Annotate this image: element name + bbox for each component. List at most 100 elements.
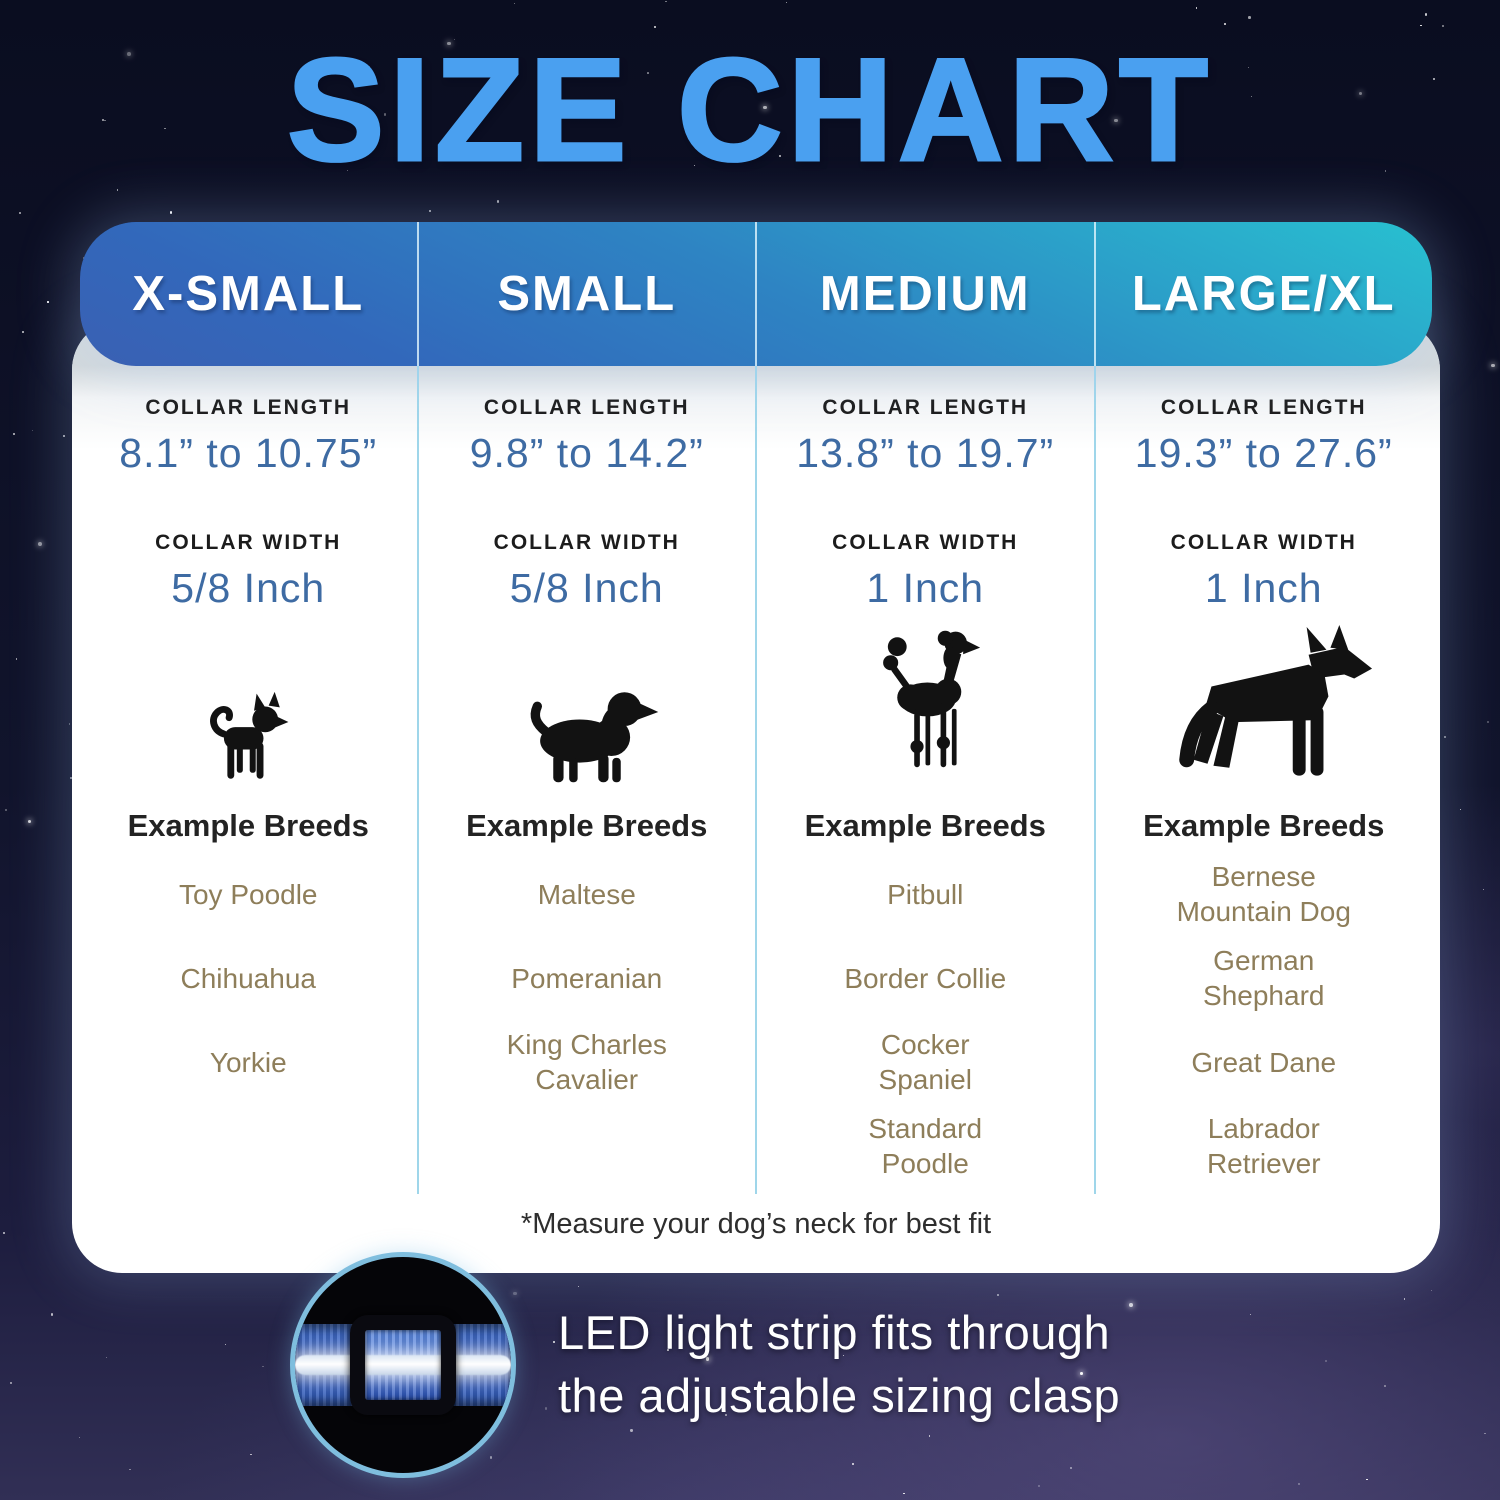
star (724, 1413, 727, 1417)
star (1021, 59, 1024, 62)
size-column: COLLAR LENGTH 9.8” to 14.2” COLLAR WIDTH… (419, 366, 757, 1194)
star (949, 116, 952, 120)
star (654, 26, 657, 29)
breed-list: Bernese Mountain Dog German Shephard Great… (1096, 852, 1433, 1188)
breed-name: Cocker Spaniel (878, 1029, 972, 1095)
star (1224, 22, 1227, 25)
breed-item: Chihuahua (80, 936, 417, 1020)
star (19, 211, 22, 214)
standard-poodle-icon (882, 630, 980, 768)
star (630, 1429, 633, 1432)
star (1038, 1484, 1041, 1487)
star (50, 1313, 54, 1316)
led-callout-line: the adjustable sizing clasp (558, 1369, 1121, 1422)
breed-name: Maltese (537, 878, 636, 910)
german-shepherd-icon (1179, 625, 1372, 777)
star (703, 100, 705, 103)
star (169, 211, 172, 214)
breed-item: Cocker Spaniel (757, 1020, 1094, 1104)
star (1403, 1298, 1405, 1300)
collar-width-label: COLLAR WIDTH (493, 531, 680, 554)
star (69, 723, 71, 725)
breed-name: German Shephard (1203, 945, 1325, 1011)
collar-length-value: 9.8” to 14.2” (469, 430, 704, 476)
led-light-strip (295, 1355, 511, 1375)
size-chart-card: X-SMALL SMALL MEDIUM LARGE/XL COLLAR LENGTH… (72, 222, 1440, 1273)
star (1384, 170, 1387, 172)
star (1155, 87, 1158, 90)
breed-item: Toy Poodle (80, 852, 417, 936)
star (544, 1407, 548, 1410)
star (1248, 16, 1251, 19)
dog-silhouette (80, 616, 417, 786)
star (102, 118, 105, 121)
star (10, 1382, 12, 1384)
star (513, 1291, 518, 1296)
size-header-row: X-SMALL SMALL MEDIUM LARGE/XL (80, 222, 1432, 366)
breed-item: Yorkie (80, 1020, 417, 1104)
star (1366, 1478, 1368, 1481)
star (1359, 92, 1363, 96)
star (104, 119, 107, 122)
breed-name: King Charles Cavalier (506, 1029, 667, 1095)
size-chart-sheet: COLLAR LENGTH 8.1” to 10.75” COLLAR WIDT… (72, 320, 1440, 1273)
breed-item: German Shephard (1096, 936, 1433, 1020)
star (1441, 24, 1445, 27)
size-header-large-xl: LARGE/XL (1131, 267, 1396, 321)
breed-name: Chihuahua (180, 962, 316, 994)
star (1114, 118, 1118, 123)
star (21, 330, 24, 333)
star (996, 1293, 1000, 1297)
example-breeds-heading: Example Breeds (1143, 808, 1385, 843)
star (1431, 1290, 1433, 1292)
star (126, 51, 131, 56)
breed-list: Maltese Pomeranian King Charles Cavalier (419, 852, 756, 1104)
star (163, 127, 166, 130)
breed-item: Pitbull (757, 852, 1094, 936)
star (851, 1462, 854, 1465)
star (1249, 1314, 1251, 1316)
breed-item: Labrador Retriever (1096, 1104, 1433, 1188)
star (27, 819, 32, 824)
star (612, 69, 615, 71)
star (62, 434, 66, 438)
breed-item: Pomeranian (419, 936, 756, 1020)
star (47, 301, 49, 303)
breed-item: King Charles Cavalier (419, 1020, 756, 1104)
chihuahua-icon (210, 692, 289, 780)
breed-name: Labrador Retriever (1206, 1113, 1321, 1179)
star (37, 542, 42, 547)
breed-item: Great Dane (1096, 1020, 1433, 1104)
dog-silhouette (1096, 616, 1433, 786)
breed-item: Border Collie (757, 936, 1094, 1020)
example-breeds-heading: Example Breeds (127, 808, 369, 843)
example-breeds-heading: Example Breeds (804, 808, 1046, 843)
collar-width-label: COLLAR WIDTH (1170, 531, 1357, 554)
star (513, 2, 515, 4)
star (842, 1355, 844, 1357)
star (79, 1437, 81, 1439)
star (368, 66, 370, 69)
dog-silhouette (757, 616, 1094, 786)
star (70, 777, 73, 780)
star (2, 1232, 5, 1235)
collar-length-value: 8.1” to 10.75” (119, 430, 378, 476)
star (779, 154, 782, 157)
led-callout-text: LED light strip fits through the adjusta… (558, 1302, 1120, 1428)
star (903, 1492, 905, 1495)
star (1483, 889, 1485, 891)
breed-item: Bernese Mountain Dog (1096, 852, 1433, 936)
star (15, 658, 18, 660)
collar-length-label: COLLAR LENGTH (822, 396, 1029, 419)
size-header-small: SMALL (419, 222, 757, 366)
breed-item: Maltese (419, 852, 756, 936)
star (1324, 1359, 1328, 1363)
star (5, 809, 8, 812)
breed-name: Bernese Mountain Dog (1176, 861, 1351, 927)
breed-name: Yorkie (209, 1046, 287, 1078)
breed-name: Toy Poodle (178, 878, 318, 910)
star (579, 69, 584, 73)
star (1491, 363, 1496, 368)
star (106, 1356, 108, 1358)
led-callout: LED light strip fits through the adjusta… (290, 1252, 1120, 1478)
